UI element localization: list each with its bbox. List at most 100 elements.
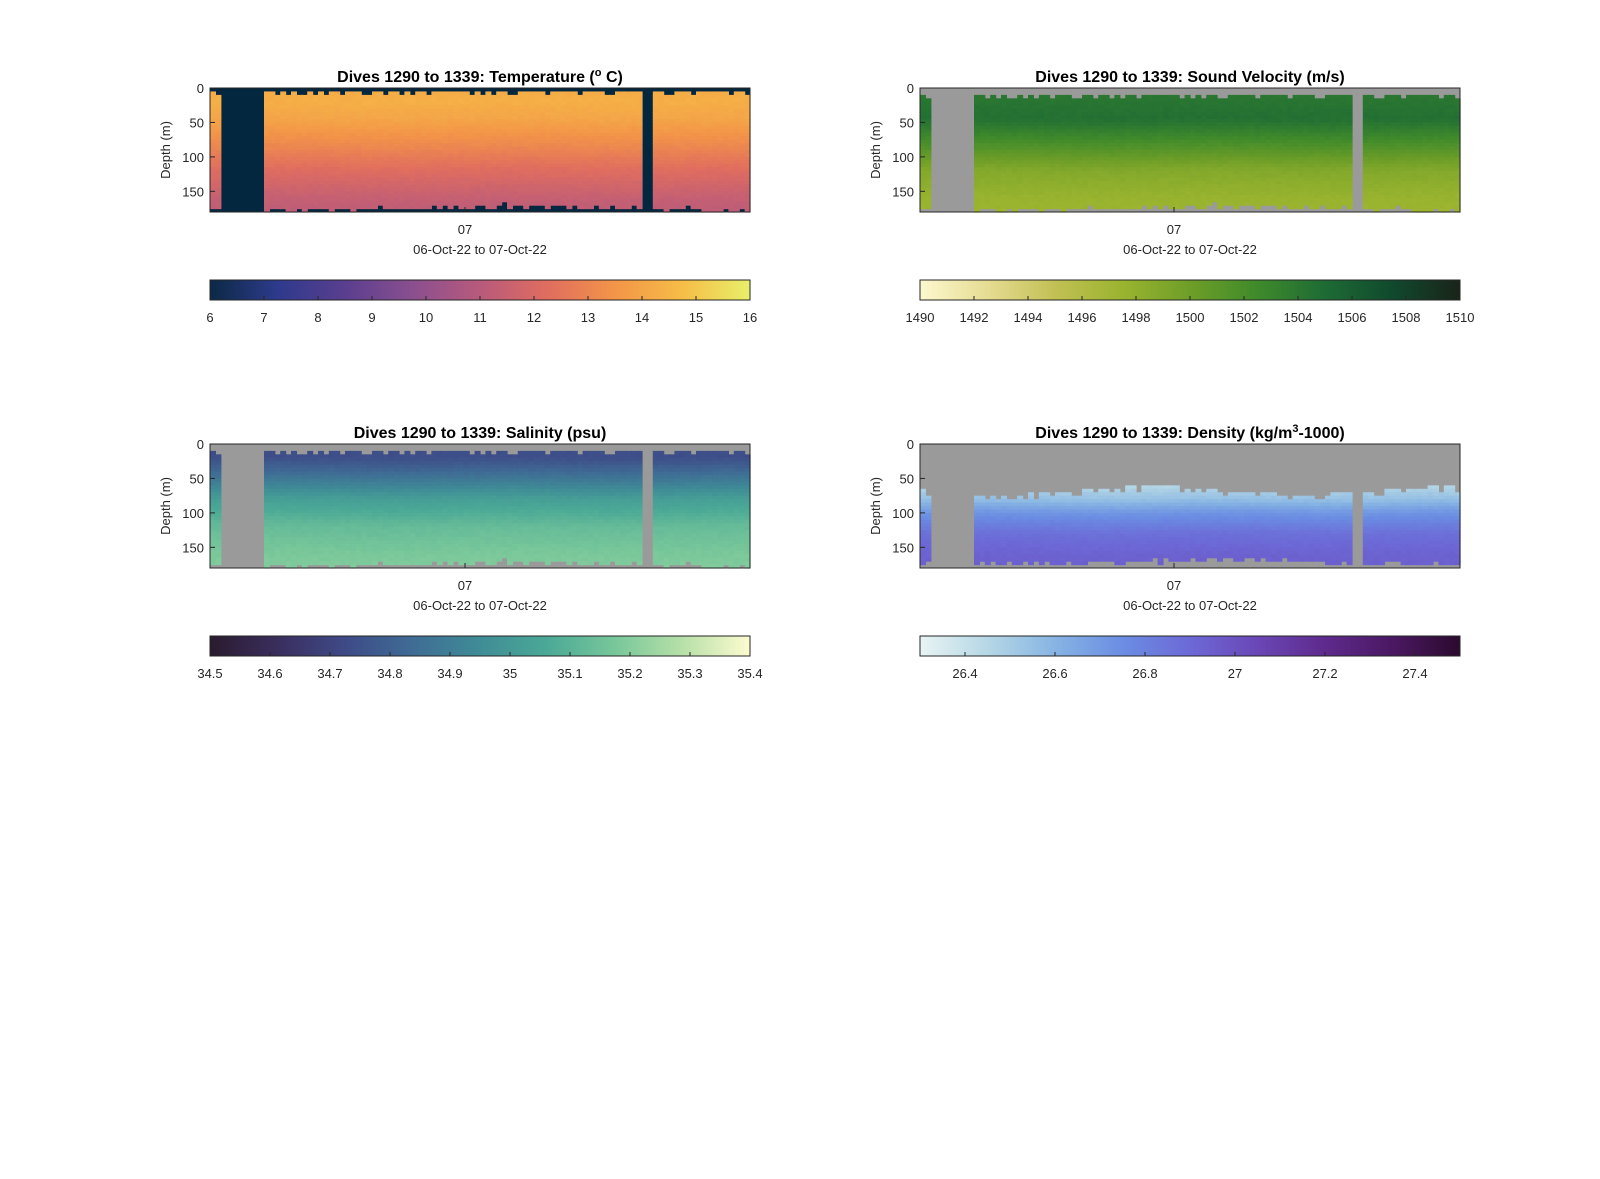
heatmap-cell	[696, 174, 702, 179]
heatmap-cell	[1114, 167, 1121, 172]
heatmap-cell	[1071, 194, 1078, 199]
heatmap-cell	[717, 163, 724, 168]
heatmap-cell	[1233, 139, 1240, 144]
heatmap-cell	[625, 105, 632, 110]
heatmap-cell	[517, 170, 524, 175]
heatmap-cell	[577, 160, 584, 165]
heatmap-cell	[301, 136, 308, 141]
heatmap-cell	[474, 143, 481, 148]
heatmap-cell	[1276, 129, 1283, 134]
heatmap-cell	[1254, 205, 1261, 210]
heatmap-cell	[1146, 136, 1153, 141]
heatmap-cell	[1082, 181, 1088, 186]
heatmap-cell	[1114, 153, 1121, 158]
heatmap-cell	[1092, 156, 1099, 161]
heatmap-cell	[1038, 122, 1045, 127]
heatmap-cell	[728, 181, 735, 186]
heatmap-cell	[1238, 163, 1245, 168]
heatmap-cell	[485, 143, 492, 148]
heatmap-cell	[523, 170, 530, 175]
heatmap-cell	[453, 122, 459, 127]
heatmap-cell	[544, 160, 551, 165]
heatmap-cell	[728, 94, 735, 99]
heatmap-cell	[615, 122, 621, 127]
heatmap-cell	[1157, 163, 1164, 168]
heatmap-cell	[604, 129, 611, 134]
heatmap-cell	[264, 112, 270, 117]
heatmap-cell	[291, 119, 297, 124]
heatmap-cell	[442, 129, 449, 134]
heatmap-cell	[404, 156, 411, 161]
heatmap-cell	[1227, 139, 1234, 144]
heatmap-cell	[920, 132, 926, 137]
heatmap-cell	[1038, 177, 1045, 182]
heatmap-cell	[361, 205, 368, 210]
heatmap-cell	[582, 108, 589, 113]
heatmap-cell	[328, 98, 335, 103]
heatmap-cell	[984, 191, 991, 196]
heatmap-cell	[388, 146, 395, 151]
heatmap-cell	[615, 198, 621, 203]
heatmap-cell	[1227, 115, 1234, 120]
heatmap-cell	[1017, 201, 1024, 206]
heatmap-cell	[1038, 205, 1045, 210]
heatmap-cell	[620, 191, 627, 196]
heatmap-cell	[995, 181, 1002, 186]
heatmap-cell	[979, 201, 986, 206]
heatmap-cell	[1276, 143, 1283, 148]
heatmap-cell	[1152, 177, 1159, 182]
heatmap-cell	[706, 143, 713, 148]
heatmap-cell	[512, 191, 519, 196]
heatmap-cell	[1060, 115, 1067, 120]
heatmap-cell	[264, 139, 270, 144]
heatmap-cell	[517, 167, 524, 172]
heatmap-cell	[1055, 153, 1061, 158]
heatmap-cell	[539, 167, 546, 172]
heatmap-cell	[561, 136, 567, 141]
heatmap-cell	[523, 156, 530, 161]
heatmap-cell	[377, 198, 384, 203]
heatmap-cell	[712, 163, 719, 168]
heatmap-cell	[1244, 198, 1250, 203]
heatmap-cell	[925, 139, 932, 144]
heatmap-cell	[690, 150, 697, 155]
temperature-panel: Dives 1290 to 1339: Temperature (o C) 05…	[158, 67, 757, 325]
heatmap-cell	[712, 91, 719, 96]
heatmap-cell	[669, 119, 675, 124]
heatmap-cell	[571, 122, 578, 127]
heatmap-cell	[301, 132, 308, 137]
heatmap-cell	[1065, 163, 1072, 168]
heatmap-cell	[1249, 160, 1256, 165]
heatmap-cell	[334, 98, 341, 103]
heatmap-cell	[979, 150, 986, 155]
heatmap-cell	[355, 98, 362, 103]
heatmap-cell	[372, 156, 378, 161]
heatmap-cell	[474, 94, 481, 99]
heatmap-cell	[431, 98, 438, 103]
heatmap-cell	[399, 167, 405, 172]
heatmap-cell	[1125, 191, 1132, 196]
heatmap-cell	[1136, 191, 1142, 196]
heatmap-cell	[1173, 156, 1180, 161]
heatmap-cell	[1244, 150, 1250, 155]
heatmap-cell	[436, 94, 443, 99]
heatmap-cell	[361, 160, 368, 165]
heatmap-cell	[604, 177, 611, 182]
heatmap-cell	[1184, 177, 1191, 182]
heatmap-cell	[469, 122, 476, 127]
heatmap-cell	[658, 98, 665, 103]
heatmap-cell	[701, 163, 708, 168]
heatmap-cell	[215, 198, 222, 203]
heatmap-cell	[577, 170, 584, 175]
heatmap-cell	[685, 194, 692, 199]
heatmap-cell	[1179, 139, 1186, 144]
heatmap-cell	[706, 132, 713, 137]
heatmap-cell	[1136, 198, 1142, 203]
heatmap-cell	[528, 136, 535, 141]
heatmap-cell	[377, 105, 384, 110]
heatmap-cell	[528, 115, 535, 120]
heatmap-cell	[701, 181, 708, 186]
heatmap-cell	[712, 181, 719, 186]
heatmap-cell	[1190, 170, 1196, 175]
heatmap-cell	[496, 101, 503, 106]
